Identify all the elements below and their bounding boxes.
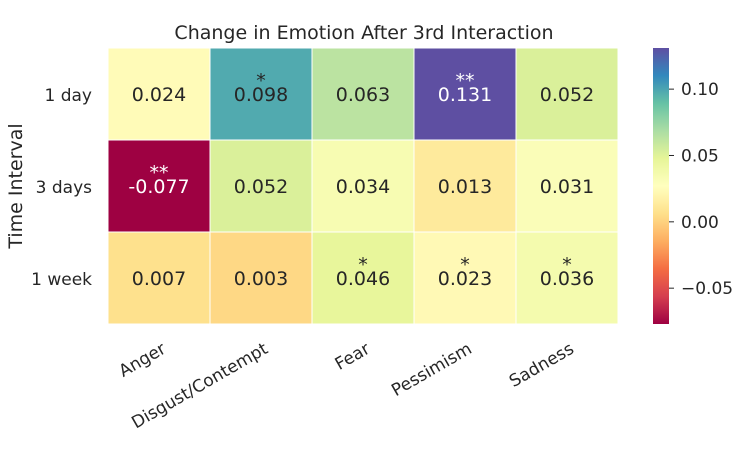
row-label: 1 week bbox=[31, 270, 92, 290]
column-label: Fear bbox=[332, 339, 374, 375]
row-label: 3 days bbox=[36, 178, 92, 198]
chart-title: Change in Emotion After 3rd Interaction bbox=[174, 22, 553, 44]
significance-marker: * bbox=[562, 254, 572, 276]
column-label: Sadness bbox=[506, 339, 578, 392]
cell-value-label: 0.023 bbox=[438, 268, 492, 290]
significance-marker: ** bbox=[456, 70, 475, 92]
colorbar-tick-label: 0.05 bbox=[681, 146, 719, 166]
row-labels: 1 day 3 days 1 week bbox=[31, 86, 92, 290]
cell-value-label: 0.063 bbox=[336, 84, 390, 106]
colorbar-tick-label: −0.05 bbox=[681, 279, 733, 299]
significance-marker: * bbox=[256, 70, 266, 92]
significance-marker: * bbox=[358, 254, 368, 276]
heatmap-cell bbox=[311, 231, 415, 325]
heatmap-cell bbox=[413, 231, 517, 325]
cell-value-label: 0.007 bbox=[132, 268, 186, 290]
cell-value-label: 0.024 bbox=[132, 84, 186, 106]
cell-value-label: -0.077 bbox=[128, 176, 189, 198]
heatmap-cell bbox=[209, 139, 313, 233]
colorbar-tick-label: 0.10 bbox=[681, 80, 719, 100]
cell-value-label: 0.052 bbox=[234, 176, 288, 198]
significance-marker: ** bbox=[150, 162, 169, 184]
heatmap-cell bbox=[209, 47, 313, 141]
heatmap-cell bbox=[107, 231, 211, 325]
heatmap-cell bbox=[515, 231, 619, 325]
heatmap-cell bbox=[413, 139, 517, 233]
cell-value-label: 0.013 bbox=[438, 176, 492, 198]
significance-marker: * bbox=[460, 254, 470, 276]
cell-value-label: 0.131 bbox=[438, 84, 492, 106]
column-label: Pessimism bbox=[388, 339, 475, 401]
cell-value-label: 0.031 bbox=[540, 176, 594, 198]
cell-value-label: 0.036 bbox=[540, 268, 594, 290]
heatmap-cells: 0.024 0.098*0.063 0.131**0.052-0.077**0.05… bbox=[107, 47, 619, 325]
row-label: 1 day bbox=[45, 86, 93, 106]
cell-value-label: 0.003 bbox=[234, 268, 288, 290]
cell-value-label: 0.034 bbox=[336, 176, 390, 198]
cell-value-label: 0.046 bbox=[336, 268, 390, 290]
heatmap-cell bbox=[107, 47, 211, 141]
cell-value-label: 0.098 bbox=[234, 84, 288, 106]
y-axis-label: Time Interval bbox=[5, 123, 27, 249]
colorbar-tick-label: 0.00 bbox=[681, 213, 719, 233]
heatmap-cell bbox=[107, 139, 211, 233]
column-label: Anger bbox=[116, 339, 170, 382]
colorbar: −0.05 0.00 0.05 0.10 bbox=[653, 48, 733, 324]
heatmap-cell bbox=[515, 47, 619, 141]
cell-value-label: 0.052 bbox=[540, 84, 594, 106]
heatmap-cell bbox=[515, 139, 619, 233]
colorbar-gradient bbox=[653, 48, 669, 324]
